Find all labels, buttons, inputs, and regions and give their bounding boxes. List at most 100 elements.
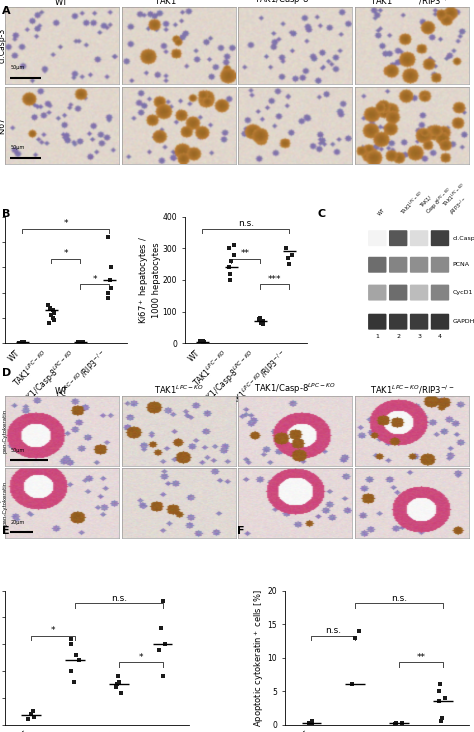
Point [230, 249, 238, 261]
Text: 3: 3 [417, 334, 421, 339]
Text: C: C [318, 209, 326, 220]
Point [356, 625, 363, 637]
Text: 4: 4 [438, 334, 442, 339]
FancyBboxPatch shape [431, 230, 449, 246]
Text: 1: 1 [375, 334, 379, 339]
Point [106, 274, 113, 285]
Point [20, 336, 28, 348]
Point [112, 681, 119, 693]
Point [305, 717, 313, 729]
Y-axis label: Ki67$^+$ hepatocytes /
1000 hepatocytes: Ki67$^+$ hepatocytes / 1000 hepatocytes [137, 236, 161, 324]
Text: 50μm: 50μm [10, 448, 25, 453]
Point [25, 714, 32, 725]
Point [436, 679, 444, 690]
Point [104, 292, 112, 304]
Point [77, 337, 84, 348]
Point [159, 671, 167, 682]
Point [19, 336, 27, 348]
Point [50, 315, 57, 326]
Text: TAK1$^{LPC-KO}$: TAK1$^{LPC-KO}$ [398, 189, 426, 217]
Text: 2: 2 [396, 334, 400, 339]
Text: *: * [92, 274, 97, 284]
Point [200, 335, 207, 347]
Text: E: E [2, 526, 10, 536]
Point [159, 596, 167, 608]
Point [435, 685, 443, 697]
FancyBboxPatch shape [410, 285, 428, 301]
Point [29, 706, 37, 717]
Text: n.s.: n.s. [111, 594, 127, 602]
FancyBboxPatch shape [368, 230, 386, 246]
Text: 50μm: 50μm [10, 145, 25, 150]
Text: cl.Casp-3: cl.Casp-3 [453, 236, 474, 241]
Point [225, 261, 233, 273]
Point [230, 239, 238, 251]
Point [438, 712, 446, 724]
Point [115, 676, 123, 687]
Point [45, 299, 52, 311]
Point [67, 665, 75, 677]
Point [392, 717, 399, 728]
Point [118, 687, 125, 698]
Point [309, 715, 316, 727]
Text: TAK1/
Casp-8$^{LPC-KO}$: TAK1/ Casp-8$^{LPC-KO}$ [419, 181, 455, 217]
Title: TAK1$^{LPC-KO}$/RIP3$^{-/-}$: TAK1$^{LPC-KO}$/RIP3$^{-/-}$ [370, 384, 455, 396]
Title: TAK1$^{LPC-KO}$/RIP3$^{-/-}$: TAK1$^{LPC-KO}$/RIP3$^{-/-}$ [370, 0, 455, 7]
FancyBboxPatch shape [410, 314, 428, 329]
Text: *: * [64, 250, 68, 258]
Point [71, 676, 78, 687]
Point [197, 335, 204, 347]
Point [75, 654, 83, 666]
Point [259, 318, 266, 330]
Point [226, 268, 234, 280]
Point [283, 242, 290, 254]
Title: TAK1/Casp-8$^{LPC-KO}$: TAK1/Casp-8$^{LPC-KO}$ [255, 0, 337, 7]
Title: WT: WT [55, 387, 68, 396]
FancyBboxPatch shape [389, 257, 407, 273]
Text: 50μm: 50μm [10, 65, 25, 70]
Point [227, 255, 235, 266]
Text: n.s.: n.s. [237, 219, 254, 228]
Text: PCNA: PCNA [453, 262, 470, 267]
Text: *: * [51, 626, 55, 635]
Point [114, 671, 122, 682]
Y-axis label: cl. Casp-3 +
pan-Cytokeratin: cl. Casp-3 + pan-Cytokeratin [0, 481, 8, 525]
Text: GAPDH: GAPDH [453, 319, 474, 324]
Point [104, 231, 111, 243]
FancyBboxPatch shape [410, 230, 428, 246]
Text: A: A [2, 6, 11, 16]
Title: TAK1$^{LPC-KO}$: TAK1$^{LPC-KO}$ [154, 384, 204, 396]
Point [19, 337, 27, 348]
FancyBboxPatch shape [389, 314, 407, 329]
Point [284, 252, 292, 264]
Text: **: ** [417, 653, 426, 662]
Point [442, 692, 449, 703]
Point [46, 302, 54, 313]
FancyBboxPatch shape [368, 257, 386, 273]
Point [49, 312, 56, 324]
Point [49, 305, 56, 316]
Point [67, 633, 75, 645]
Title: TAK1$^{LPC-KO}$: TAK1$^{LPC-KO}$ [154, 0, 204, 7]
Point [20, 337, 28, 348]
Point [348, 679, 356, 690]
Text: n.s.: n.s. [391, 594, 407, 602]
Text: B: B [2, 209, 11, 220]
Point [257, 317, 264, 329]
Point [47, 310, 55, 321]
Point [76, 336, 83, 348]
Point [288, 249, 296, 261]
Point [79, 337, 87, 348]
Text: CycD1: CycD1 [453, 290, 473, 295]
Point [74, 336, 82, 348]
Point [227, 274, 234, 285]
Y-axis label: Apoptotic cytokeratin$^+$ cells [%]: Apoptotic cytokeratin$^+$ cells [%] [253, 589, 266, 726]
Point [27, 708, 35, 720]
Point [104, 287, 111, 299]
Point [78, 337, 86, 349]
Y-axis label: Ki67 +
pan-Cytokeratin: Ki67 + pan-Cytokeratin [0, 408, 8, 453]
Point [30, 711, 38, 722]
Point [161, 638, 168, 650]
Text: D: D [2, 368, 12, 378]
Point [259, 315, 266, 327]
